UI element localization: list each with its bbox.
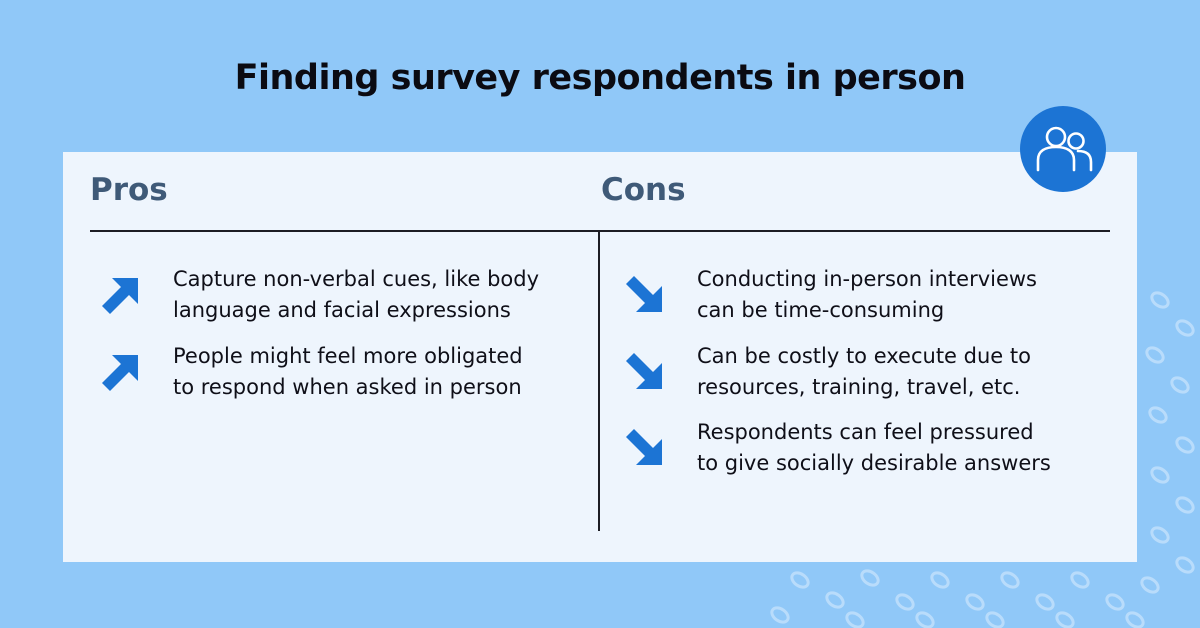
- people-icon: [1036, 126, 1093, 172]
- arrow-up-right-icon: [102, 278, 138, 314]
- pros-cons-card: [63, 152, 1137, 562]
- decorative-dot-pattern: [770, 291, 1195, 628]
- pros-item-text: Capture non-verbal cues, like body langu…: [173, 267, 540, 322]
- pros-item-text: People might feel more obligated to resp…: [173, 344, 523, 399]
- column-divider: [598, 232, 600, 531]
- cons-heading: Cons: [601, 172, 686, 208]
- cons-item-text: Conducting in-person interviews can be t…: [697, 267, 1037, 322]
- page-title: Finding survey respondents in person: [234, 58, 966, 98]
- header-divider: [90, 230, 1110, 232]
- cons-list-item: Conducting in-person interviews can be t…: [624, 264, 1037, 326]
- cons-list-item: Respondents can feel pressured to give s…: [624, 417, 1051, 479]
- arrow-up-right-icon: [102, 355, 138, 391]
- arrow-down-right-icon: [626, 276, 662, 312]
- cons-list-item: Can be costly to execute due to resource…: [624, 341, 1031, 403]
- pros-list-item: Capture non-verbal cues, like body langu…: [100, 264, 539, 326]
- cons-item-text: Can be costly to execute due to resource…: [697, 344, 1031, 399]
- arrow-down-right-icon: [626, 353, 662, 389]
- arrow-down-right-icon: [626, 429, 662, 465]
- people-badge: [1020, 106, 1106, 192]
- pros-heading: Pros: [90, 172, 168, 208]
- pros-list-item: People might feel more obligated to resp…: [100, 341, 523, 403]
- cons-item-text: Respondents can feel pressured to give s…: [697, 420, 1051, 475]
